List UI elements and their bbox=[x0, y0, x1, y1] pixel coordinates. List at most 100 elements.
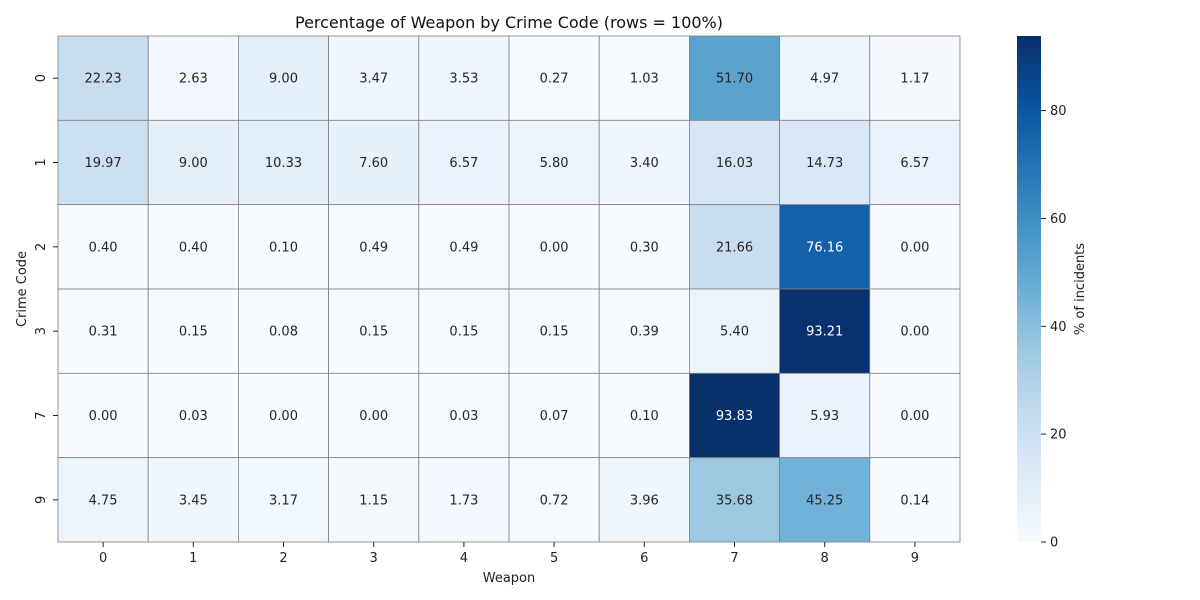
heatmap-cell bbox=[508, 372, 600, 459]
chart-title: Percentage of Weapon by Crime Code (rows… bbox=[295, 13, 723, 32]
x-tick-label: 6 bbox=[640, 551, 648, 566]
cell-value-label: 0.15 bbox=[359, 325, 388, 340]
cell-value-label: 93.21 bbox=[806, 325, 843, 340]
cell-value-label: 0.31 bbox=[89, 325, 118, 340]
cell-value-label: 5.40 bbox=[720, 325, 749, 340]
cell-value-label: 0.00 bbox=[900, 409, 929, 424]
heatmap-cell bbox=[689, 204, 781, 290]
heatmap-cell bbox=[869, 372, 961, 459]
x-tick-label: 1 bbox=[189, 551, 197, 566]
y-axis-title: Crime Code bbox=[15, 251, 30, 327]
cell-value-label: 0.39 bbox=[630, 325, 659, 340]
x-tick-label: 5 bbox=[550, 551, 558, 566]
heatmap-cell bbox=[598, 457, 690, 543]
cell-value-label: 0.00 bbox=[269, 409, 298, 424]
cell-value-label: 3.45 bbox=[179, 493, 208, 508]
cell-value-label: 9.00 bbox=[179, 156, 208, 171]
x-tick-label: 8 bbox=[821, 551, 829, 566]
cell-value-label: 3.96 bbox=[630, 493, 659, 508]
cell-value-label: 0.49 bbox=[359, 240, 388, 255]
cell-value-label: 10.33 bbox=[265, 156, 302, 171]
cell-value-label: 0.10 bbox=[630, 409, 659, 424]
heatmap-cell bbox=[237, 204, 329, 290]
cell-value-label: 1.17 bbox=[900, 72, 929, 87]
heatmap-cell bbox=[237, 35, 329, 121]
heatmap-cell bbox=[689, 119, 781, 206]
cell-value-label: 0.72 bbox=[540, 493, 569, 508]
cell-value-label: 19.97 bbox=[84, 156, 121, 171]
heatmap-cell bbox=[237, 119, 329, 206]
cell-value-label: 0.00 bbox=[900, 325, 929, 340]
heatmap-cell bbox=[57, 457, 149, 543]
heatmap-cell bbox=[328, 119, 420, 206]
cell-value-label: 45.25 bbox=[806, 493, 843, 508]
heatmap-cell bbox=[508, 288, 600, 374]
cell-value-label: 7.60 bbox=[359, 156, 388, 171]
heatmap-cell bbox=[869, 288, 961, 374]
cell-value-label: 9.00 bbox=[269, 72, 298, 87]
heatmap-cell bbox=[57, 204, 149, 290]
cell-value-label: 0.00 bbox=[540, 240, 569, 255]
heatmap-cell bbox=[147, 372, 239, 459]
cell-value-label: 0.14 bbox=[900, 493, 929, 508]
cell-value-label: 93.83 bbox=[716, 409, 753, 424]
cell-value-label: 0.07 bbox=[540, 409, 569, 424]
cell-value-label: 3.53 bbox=[449, 72, 478, 87]
cell-value-label: 0.40 bbox=[89, 240, 118, 255]
x-tick-label: 3 bbox=[370, 551, 378, 566]
heatmap-cell bbox=[147, 204, 239, 290]
cell-value-label: 6.57 bbox=[449, 156, 478, 171]
cell-value-label: 0.00 bbox=[89, 409, 118, 424]
colorbar-tick-label: 40 bbox=[1050, 320, 1067, 335]
y-tick-label: 2 bbox=[34, 243, 49, 251]
heatmap-cell bbox=[779, 288, 871, 374]
heatmap-cell bbox=[508, 119, 600, 206]
heatmap-cell bbox=[418, 204, 510, 290]
heatmap-cell bbox=[689, 372, 781, 459]
cell-value-label: 0.15 bbox=[179, 325, 208, 340]
cell-value-label: 5.93 bbox=[810, 409, 839, 424]
heatmap-cell bbox=[418, 372, 510, 459]
heatmap-cell bbox=[237, 372, 329, 459]
cell-value-label: 14.73 bbox=[806, 156, 843, 171]
heatmap-cell bbox=[598, 288, 690, 374]
cell-value-label: 0.15 bbox=[540, 325, 569, 340]
heatmap-cell bbox=[869, 35, 961, 121]
heatmap-cell bbox=[508, 35, 600, 121]
colorbar: 0 20 40 60 80 bbox=[1017, 36, 1067, 551]
heatmap-cell bbox=[779, 119, 871, 206]
x-tick-label: 9 bbox=[911, 551, 919, 566]
heatmap-cell bbox=[418, 35, 510, 121]
heatmap-cell bbox=[779, 204, 871, 290]
heatmap-cell bbox=[418, 288, 510, 374]
colorbar-tick-label: 0 bbox=[1050, 536, 1058, 551]
cell-value-label: 5.80 bbox=[540, 156, 569, 171]
colorbar-tick-label: 60 bbox=[1050, 212, 1067, 227]
cell-value-label: 1.15 bbox=[359, 493, 388, 508]
y-tick-label: 9 bbox=[34, 496, 49, 504]
colorbar-tick-label: 80 bbox=[1050, 104, 1067, 119]
cell-value-label: 0.49 bbox=[449, 240, 478, 255]
y-tick-label: 1 bbox=[34, 158, 49, 166]
cell-value-label: 21.66 bbox=[716, 240, 753, 255]
colorbar-title: % of incidents bbox=[1073, 243, 1088, 335]
cell-value-label: 3.40 bbox=[630, 156, 659, 171]
cell-value-label: 0.10 bbox=[269, 240, 298, 255]
x-tick-label: 4 bbox=[460, 551, 468, 566]
x-tick-label: 7 bbox=[730, 551, 738, 566]
cell-value-label: 1.73 bbox=[449, 493, 478, 508]
cell-value-label: 4.75 bbox=[89, 493, 118, 508]
cell-value-label: 4.97 bbox=[810, 72, 839, 87]
cell-value-label: 6.57 bbox=[900, 156, 929, 171]
x-tick-label: 0 bbox=[99, 551, 107, 566]
x-axis-title: Weapon bbox=[483, 571, 536, 586]
cell-value-label: 0.27 bbox=[540, 72, 569, 87]
heatmap-cell bbox=[508, 457, 600, 543]
cell-value-label: 76.16 bbox=[806, 240, 843, 255]
heatmap-cell bbox=[598, 119, 690, 206]
heatmap-cell bbox=[147, 35, 239, 121]
x-tick-label: 2 bbox=[279, 551, 287, 566]
heatmap-cell bbox=[598, 372, 690, 459]
heatmap-cell bbox=[689, 35, 781, 121]
cell-value-label: 2.63 bbox=[179, 72, 208, 87]
